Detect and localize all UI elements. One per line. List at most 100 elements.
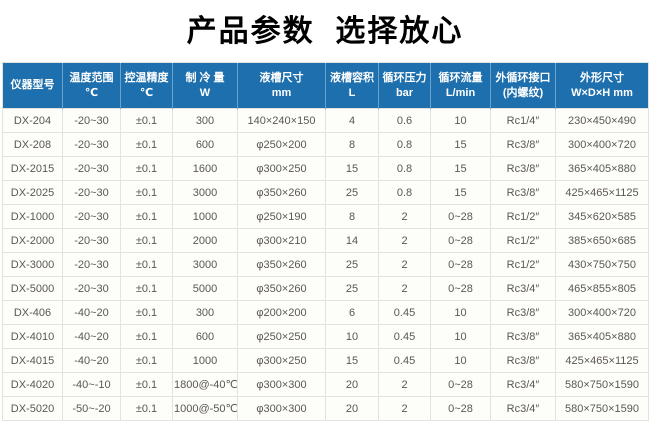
page-title: 产品参数 选择放心 — [186, 15, 464, 48]
table-cell: -20~30 — [62, 204, 121, 229]
table-cell: -40~20 — [62, 300, 121, 325]
table-cell: -50~-20 — [62, 396, 121, 421]
table-cell: DX-208 — [2, 132, 63, 157]
table-cell: 430×750×750 — [555, 252, 649, 277]
table-cell: 15 — [325, 348, 379, 373]
table-row: DX-2015 -20~30 ±0.1 1600 φ300×250 15 0.8 15 Rc3/… — [2, 156, 649, 181]
table-row: DX-2025 -20~30 ±0.1 3000 φ350×260 25 0.8 15 Rc3/… — [2, 180, 649, 205]
table-cell: 1800@-40℃ — [172, 372, 238, 397]
table-cell: 1000 — [172, 204, 238, 229]
table-cell: ±0.1 — [120, 372, 173, 397]
table-cell: 10 — [430, 324, 491, 349]
table-row: DX-5020 -50~-20 ±0.1 1000@-50℃ φ300×300 20 2 0~… — [2, 396, 649, 421]
table-cell: 345×620×585 — [555, 204, 649, 229]
table-cell: 300×400×720 — [555, 300, 649, 325]
table-cell: 385×650×685 — [555, 228, 649, 253]
table-cell: 5000 — [172, 276, 238, 301]
table-cell: 2 — [378, 372, 431, 397]
header-model: 仪器型号 — [2, 62, 63, 109]
table-cell: 25 — [325, 180, 379, 205]
table-cell: 600 — [172, 324, 238, 349]
table-cell: 1000 — [172, 348, 238, 373]
table-cell: Rc3/4″ — [490, 276, 556, 301]
table-row: DX-4020 -40~-10 ±0.1 1800@-40℃ φ300×300 20 2 0~… — [2, 372, 649, 397]
table-cell: 0.8 — [378, 180, 431, 205]
table-cell: 25 — [325, 252, 379, 277]
table-row: DX-208 -20~30 ±0.1 600 φ250×200 8 0.8 15 Rc3/8″ 3… — [2, 132, 649, 157]
header-outer-dimensions: 外形尺寸 W×D×H mm — [555, 62, 649, 109]
table-cell: 2 — [378, 276, 431, 301]
table-cell: 0.8 — [378, 132, 431, 157]
table-cell: φ300×250 — [237, 156, 326, 181]
table-cell: 8 — [325, 132, 379, 157]
table-cell: DX-5000 — [2, 276, 63, 301]
table-cell: DX-2015 — [2, 156, 63, 181]
table-cell: 8 — [325, 204, 379, 229]
table-row: DX-2000 -20~30 ±0.1 2000 φ300×210 14 2 0~28 Rc1/… — [2, 228, 649, 253]
table-cell: Rc1/2″ — [490, 252, 556, 277]
table-cell: Rc3/8″ — [490, 156, 556, 181]
table-cell: DX-3000 — [2, 252, 63, 277]
table-cell: -20~30 — [62, 252, 121, 277]
table-cell: ±0.1 — [120, 156, 173, 181]
table-row: DX-4015 -40~20 ±0.1 1000 φ300×250 15 0.45 10 Rc3… — [2, 348, 649, 373]
table-cell: DX-406 — [2, 300, 63, 325]
table-cell: 300×400×720 — [555, 132, 649, 157]
table-cell: 25 — [325, 276, 379, 301]
table-cell: ±0.1 — [120, 252, 173, 277]
table-cell: 0~28 — [430, 276, 491, 301]
table-cell: ±0.1 — [120, 348, 173, 373]
header-temp-precision: 控温精度 ℃ — [120, 62, 173, 109]
table-cell: -40~20 — [62, 324, 121, 349]
table-cell: φ350×260 — [237, 180, 326, 205]
table-cell: 3000 — [172, 252, 238, 277]
table-cell: 300 — [172, 108, 238, 133]
table-cell: DX-2000 — [2, 228, 63, 253]
table-cell: φ300×250 — [237, 348, 326, 373]
table-cell: DX-1000 — [2, 204, 63, 229]
table-cell: Rc3/8″ — [490, 132, 556, 157]
table-cell: DX-4015 — [2, 348, 63, 373]
table-cell: Rc3/8″ — [490, 348, 556, 373]
table-cell: -20~30 — [62, 276, 121, 301]
header-external-interface: 外循环接口 (内螺纹) — [490, 62, 556, 109]
table-cell: φ350×260 — [237, 252, 326, 277]
table-cell: DX-4020 — [2, 372, 63, 397]
table-cell: φ250×250 — [237, 324, 326, 349]
table-cell: ±0.1 — [120, 204, 173, 229]
table-cell: 0~28 — [430, 396, 491, 421]
table-cell: 425×465×1125 — [555, 348, 649, 373]
table-cell: φ250×200 — [237, 132, 326, 157]
table-cell: 15 — [430, 132, 491, 157]
table-cell: 10 — [325, 324, 379, 349]
table-cell: -20~30 — [62, 132, 121, 157]
table-cell: 3000 — [172, 180, 238, 205]
table-cell: 0~28 — [430, 228, 491, 253]
table-cell: -40~20 — [62, 348, 121, 373]
table-body: DX-204 -20~30 ±0.1 300 140×240×150 4 0.6 10 Rc1/… — [2, 108, 649, 421]
table-cell: ±0.1 — [120, 324, 173, 349]
table-cell: DX-204 — [2, 108, 63, 133]
product-spec-table: 仪器型号 温度范围 ℃ 控温精度 ℃ 制 冷 量 W 液槽尺寸 mm — [2, 62, 649, 421]
table-cell: 465×855×805 — [555, 276, 649, 301]
table-cell: Rc1/2″ — [490, 204, 556, 229]
table-cell: 2 — [378, 396, 431, 421]
table-cell: -20~30 — [62, 156, 121, 181]
table-cell: -40~-10 — [62, 372, 121, 397]
table-cell: 10 — [430, 108, 491, 133]
table-cell: Rc3/8″ — [490, 300, 556, 325]
table-cell: DX-2025 — [2, 180, 63, 205]
table-cell: 20 — [325, 372, 379, 397]
table-cell: 4 — [325, 108, 379, 133]
table-cell: 365×405×880 — [555, 156, 649, 181]
header-temp-range: 温度范围 ℃ — [62, 62, 121, 109]
table-cell: 15 — [430, 180, 491, 205]
table-cell: 1000@-50℃ — [172, 396, 238, 421]
table-cell: 14 — [325, 228, 379, 253]
table-cell: 580×750×1590 — [555, 372, 649, 397]
table-cell: 600 — [172, 132, 238, 157]
table-cell: Rc3/8″ — [490, 324, 556, 349]
table-cell: 0~28 — [430, 252, 491, 277]
table-cell: ±0.1 — [120, 132, 173, 157]
table-header: 仪器型号 温度范围 ℃ 控温精度 ℃ 制 冷 量 W 液槽尺寸 mm — [2, 62, 649, 109]
